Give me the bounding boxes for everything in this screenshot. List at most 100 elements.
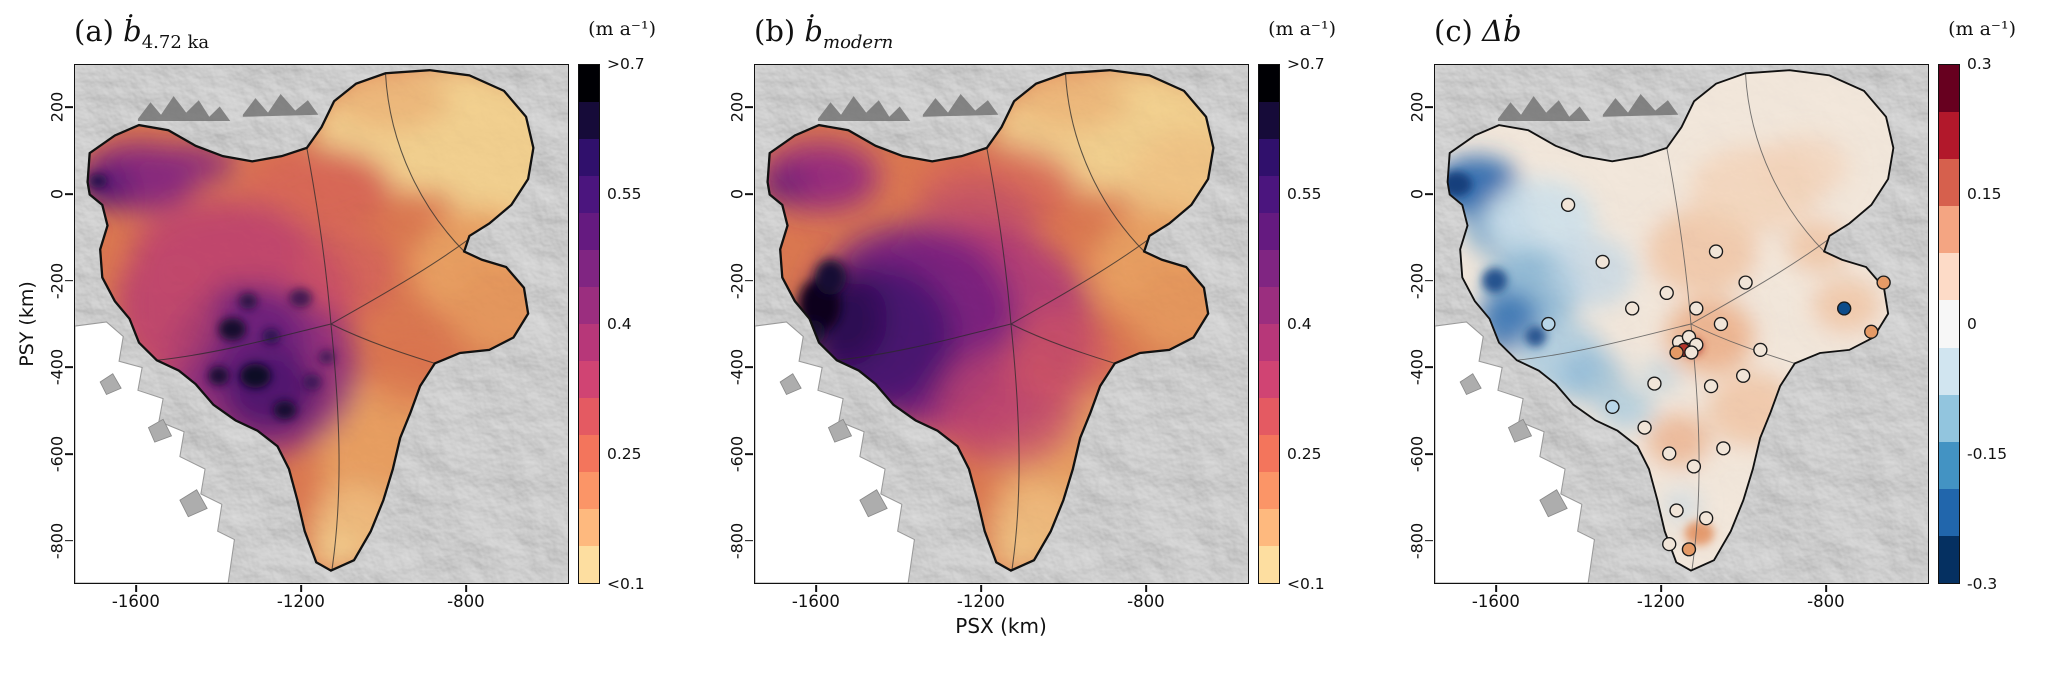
colorbar-col [1938,64,1960,584]
site-marker [1560,197,1576,212]
map-a [75,65,568,583]
y-tick-label: 0 [727,188,747,200]
y-tick-label: -400 [727,349,747,386]
y-axis-ticks: 200 0 -200 -400 -600 -800 [720,64,754,584]
x-tick-mark [135,585,137,592]
y-axis-ticks: 200 0 -200 -400 -600 -800 [1400,64,1434,584]
y-tick-mark [1425,279,1433,282]
colorbar [1258,64,1280,584]
panel-a: (a) ḃ4.72 ka (m a⁻¹) PSY (km) 200 0 -200 -4… [14,14,658,611]
colorbar-swatch [579,361,599,398]
y-tick-label: 0 [1407,188,1427,200]
site-marker [1876,275,1891,290]
x-tick-label: -1200 [276,592,325,611]
site-marker [1686,459,1702,474]
colorbar-swatch [1259,250,1279,287]
site-marker [1837,301,1852,316]
colorbar-units-label: (m a⁻¹) [1268,18,1336,40]
site-marker [1716,441,1731,456]
y-tick-label: -400 [47,349,67,386]
y-tick-label: -600 [1407,435,1427,473]
x-tick-mark [300,585,302,592]
site-marker [1713,316,1729,332]
x-tick-label: -1600 [791,592,840,611]
site-marker [1689,301,1704,316]
y-tick-label: -800 [727,522,747,559]
colorbar [1938,64,1960,584]
mountain-ridges [1497,94,1679,121]
mountain-ridges [817,94,999,121]
colorbar-swatch [1259,213,1279,250]
y-tick-label: -800 [1407,522,1427,559]
panel-subscript: modern [823,31,894,53]
site-marker [1647,376,1662,391]
x-tick-mark [1825,585,1827,592]
colorbar-units-label: (m a⁻¹) [1948,18,2016,40]
panel-symbol: ḃ [123,14,142,48]
colorbar-swatch [1939,206,1959,254]
colorbar-tick-label: 0.4 [607,315,632,333]
colorbar-swatch [579,250,599,287]
map-plot [74,64,569,584]
x-tick-mark [1660,585,1662,592]
y-tick-mark [65,366,73,369]
colorbar-swatch [579,546,599,583]
site-marker [1864,324,1879,339]
x-tick-mark [465,585,467,592]
x-tick-mark [815,585,817,592]
site-marker [1735,368,1751,383]
y-tick-mark [1425,453,1433,455]
site-marker [1595,254,1610,269]
y-tick-mark [1425,193,1433,195]
colorbar-tick-label: 0.55 [1287,185,1322,203]
colorbar-tick-label: <0.1 [607,575,645,593]
site-marker [1753,342,1768,357]
colorbar-swatch [579,139,599,176]
colorbar-swatch [1259,509,1279,546]
y-tick-mark [745,193,753,195]
colorbar-col [1258,64,1280,584]
site-marker [1605,399,1620,414]
colorbar-swatch [579,324,599,361]
colorbar-swatch [1939,441,1959,489]
y-tick-mark [65,279,73,282]
colorbar-ticks: 0.3 0.15 0 -0.15 -0.3 [1960,55,2018,593]
y-axis-title-col: PSY (km) [14,64,40,584]
map-plot [754,64,1249,584]
panel-title: (b) ḃmodern [754,14,893,53]
x-tick-mark [980,585,982,592]
colorbar-swatch [1259,435,1279,472]
colorbar-swatch [1939,112,1959,160]
site-marker [1708,244,1724,259]
panel-b-body: 200 0 -200 -400 -600 -800 [720,55,1338,611]
panel-symbol: ḃ [804,14,823,48]
colorbar-swatch [579,213,599,250]
colorbar-swatch [579,435,599,472]
colorbar-swatch [1259,472,1279,509]
colorbar-swatch [1259,287,1279,324]
panel-subscript: 4.72 ka [141,31,210,53]
colorbar-tick-label: 0.4 [1287,315,1312,333]
colorbar-ticks: >0.7 0.55 0.4 0.25 <0.1 [1280,55,1338,593]
colorbar-swatch [579,472,599,509]
colorbar-tick-label: 0 [1967,315,1977,333]
x-axis-ticks: -1600 -1200 -800 [754,592,1249,616]
panel-letter: (c) [1434,14,1473,48]
site-marker [1637,420,1652,435]
map-plot-wrap: -1600 -1200 -800 [1425,64,1929,611]
colorbar-swatch [1259,398,1279,435]
coastal-islands [99,373,208,518]
x-tick-label: -1600 [111,592,160,611]
y-tick-mark [65,193,73,195]
panel-a-title-row: (a) ḃ4.72 ka (m a⁻¹) [14,14,658,64]
y-tick-label: -200 [1407,262,1427,299]
y-tick-mark [745,453,753,455]
drainage-divides [156,73,490,570]
colorbar-swatch [1939,535,1959,584]
y-tick-mark [1425,366,1433,369]
y-tick-mark [745,539,753,542]
site-marker [1681,542,1697,557]
site-marker [1541,316,1556,332]
panel-symbol: Δḃ [1482,14,1522,48]
y-tick-mark [745,279,753,282]
